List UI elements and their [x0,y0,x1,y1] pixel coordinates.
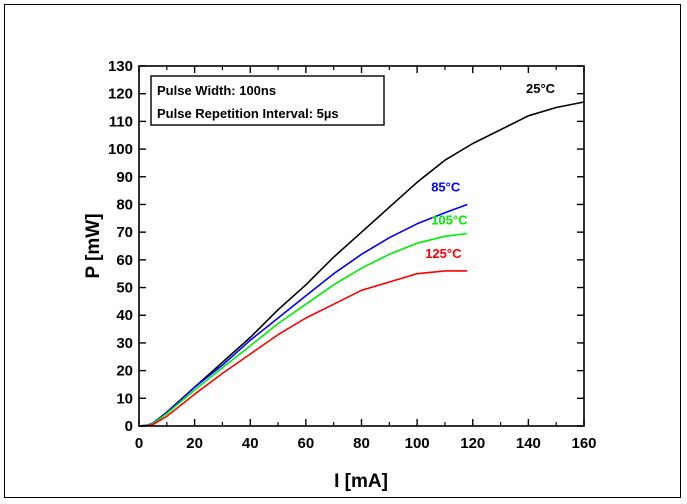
series-line [138,203,468,427]
labels-layer: 25°C 85°C 105°C 125°C [425,81,555,261]
x-tick-label: 140 [516,435,541,452]
annotation-box: Pulse Width: 100ns Pulse Repetition Inte… [150,75,385,126]
y-tick-label: 0 [125,418,133,435]
series-layer [138,101,585,427]
series-label: 125°C [425,246,462,261]
series-label: 25°C [526,81,556,96]
x-tick-label: 20 [186,435,203,452]
y-tick-label: 40 [116,307,133,324]
ticks-layer: 0 20 40 60 80 100 120 140 160 0 10 20 30 40 50 60 70 80 90… [108,58,597,452]
y-tick-label: 80 [116,196,133,213]
series-line [138,270,468,427]
series-line [138,232,468,427]
y-tick-label: 30 [116,335,133,352]
y-tick-label: 60 [116,252,133,269]
y-tick-label: 90 [116,169,133,186]
x-tick-label: 160 [571,435,596,452]
y-tick-label: 20 [116,363,133,380]
x-tick-label: 60 [298,435,315,452]
y-tick-label: 70 [116,224,133,241]
annotation-line-1: Pulse Width: 100ns [157,83,276,98]
series-label: 85°C [431,179,461,194]
annotation-line-2: Pulse Repetition Interval: 5µs [157,106,339,121]
series-label: 105°C [431,213,468,228]
x-tick-label: 100 [405,435,430,452]
x-tick-label: 0 [135,435,143,452]
y-tick-label: 10 [116,390,133,407]
y-axis-title: P [mW] [83,213,104,278]
y-tick-label: 120 [108,86,133,103]
x-axis-title: I [mA] [334,471,388,492]
x-tick-label: 120 [460,435,485,452]
x-tick-label: 80 [353,435,370,452]
y-tick-label: 50 [116,280,133,297]
y-tick-label: 110 [109,113,133,130]
y-tick-label: 100 [108,141,133,158]
y-tick-label: 130 [108,58,133,75]
annotation-box-border [150,75,385,126]
x-tick-label: 40 [242,435,259,452]
